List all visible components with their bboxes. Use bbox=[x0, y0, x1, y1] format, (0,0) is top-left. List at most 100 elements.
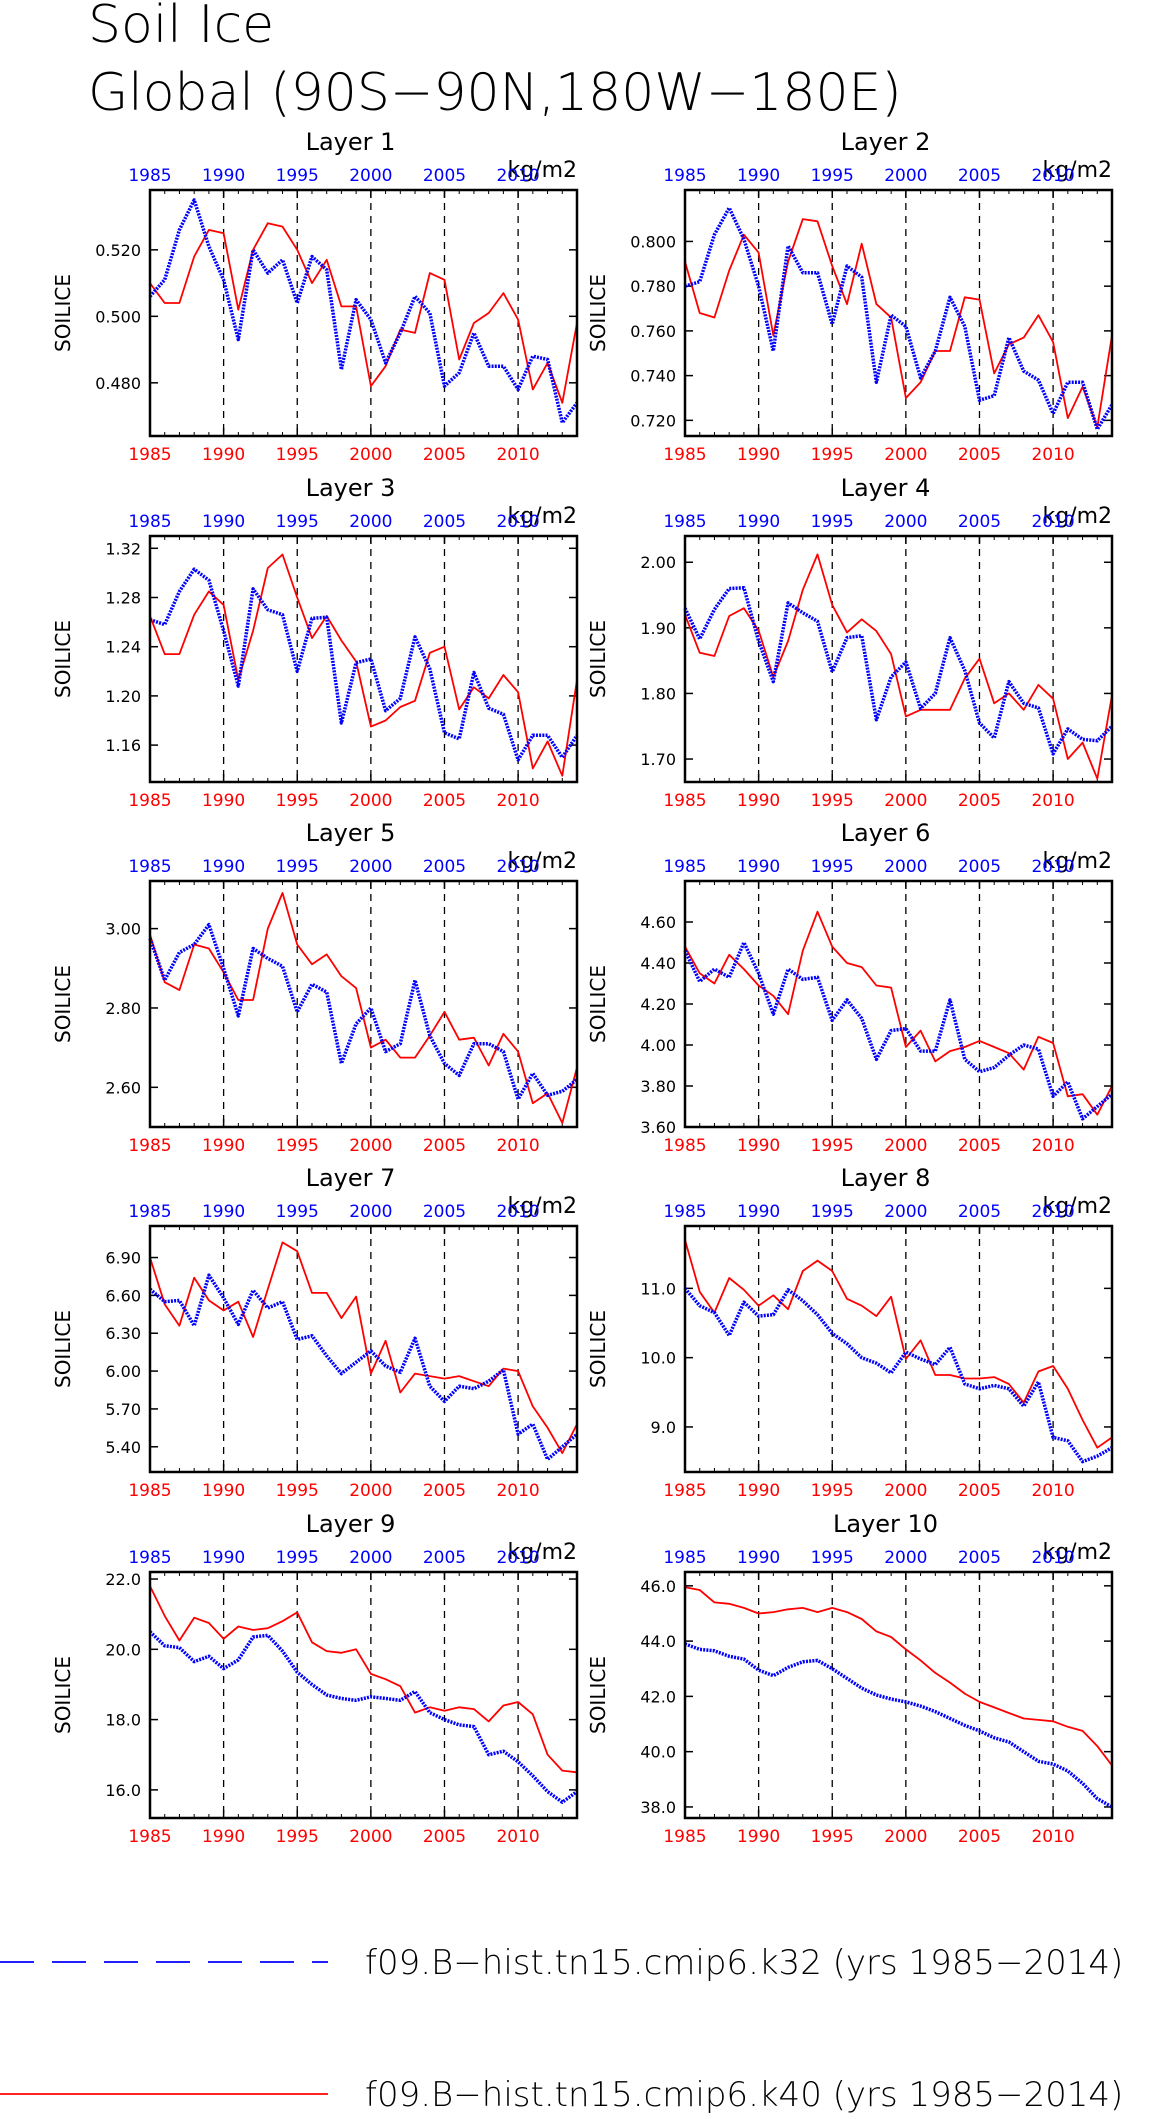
y-tick-label: 0.520 bbox=[95, 241, 141, 260]
figure-title-line2: Global (90S−90N,180W−180E) bbox=[88, 63, 902, 123]
series-line-k32 bbox=[684, 1642, 1113, 1809]
x-tick-label-top: 2005 bbox=[423, 512, 466, 532]
units-label: kg/m2 bbox=[1042, 1194, 1112, 1219]
panel-title: Layer 9 bbox=[306, 1510, 396, 1538]
x-tick-label-bottom: 2010 bbox=[496, 1136, 539, 1156]
series-line-k32 bbox=[148, 198, 579, 425]
x-tick-label-top: 1990 bbox=[202, 512, 245, 532]
x-tick-label-top: 2000 bbox=[349, 512, 392, 532]
plot-frame bbox=[683, 1570, 1114, 1820]
x-tick-label-bottom: 2005 bbox=[423, 1827, 466, 1847]
x-tick-label-top: 1990 bbox=[202, 1202, 245, 1222]
panel-title: Layer 6 bbox=[841, 819, 931, 847]
y-tick-label: 2.60 bbox=[105, 1078, 141, 1097]
x-tick-label-bottom: 1990 bbox=[737, 791, 780, 811]
x-tick-label-top: 1990 bbox=[737, 857, 780, 877]
plot-frame bbox=[683, 879, 1114, 1129]
y-tick-label: 11.0 bbox=[640, 1279, 676, 1298]
panel-layer-3: Layer 3 kg/m2 SOILICE 1985 1985 1990 1990 1995 1… bbox=[51, 474, 579, 811]
x-tick-label-top: 2010 bbox=[496, 857, 539, 877]
x-tick-label-bottom: 2010 bbox=[1031, 1136, 1074, 1156]
y-tick-label: 0.800 bbox=[630, 232, 676, 251]
x-tick-label-top: 1985 bbox=[128, 512, 171, 532]
x-tick-label-bottom: 2010 bbox=[496, 1481, 539, 1501]
figure-title-line1: Soil Ice bbox=[88, 0, 274, 55]
x-tick-label-bottom: 1995 bbox=[811, 1827, 854, 1847]
x-tick-label-top: 1995 bbox=[276, 1548, 319, 1568]
x-tick-label-bottom: 1995 bbox=[276, 1827, 319, 1847]
y-tick-label: 44.0 bbox=[640, 1632, 676, 1651]
legend-label-k32: f09.B−hist.tn15.cmip6.k32 (yrs 1985−2014… bbox=[365, 1943, 1123, 1983]
x-tick-label-top: 1990 bbox=[202, 166, 245, 186]
y-axis-label: SOILICE bbox=[586, 1310, 610, 1388]
x-tick-label-top: 1995 bbox=[276, 1202, 319, 1222]
x-tick-label-top: 1995 bbox=[811, 1202, 854, 1222]
x-tick-label-bottom: 2005 bbox=[958, 791, 1001, 811]
units-label: kg/m2 bbox=[1042, 849, 1112, 874]
x-tick-label-bottom: 1990 bbox=[737, 1827, 780, 1847]
x-tick-label-top: 1990 bbox=[202, 1548, 245, 1568]
y-tick-label: 0.760 bbox=[630, 322, 676, 341]
units-label: kg/m2 bbox=[507, 1540, 577, 1565]
units-label: kg/m2 bbox=[507, 1194, 577, 1219]
panel-title: Layer 10 bbox=[833, 1510, 938, 1538]
x-tick-label-bottom: 1995 bbox=[276, 1481, 319, 1501]
x-tick-label-top: 2010 bbox=[496, 166, 539, 186]
x-tick-label-top: 1985 bbox=[663, 512, 706, 532]
x-tick-label-top: 1995 bbox=[276, 512, 319, 532]
x-tick-label-bottom: 1985 bbox=[128, 1136, 171, 1156]
x-tick-label-top: 1990 bbox=[737, 1548, 780, 1568]
x-tick-label-top: 2010 bbox=[496, 512, 539, 532]
y-axis-label: SOILICE bbox=[586, 965, 610, 1043]
plot-frame bbox=[148, 879, 579, 1129]
x-tick-label-bottom: 1990 bbox=[737, 1481, 780, 1501]
panel-layer-2: Layer 2 kg/m2 SOILICE 1985 1985 1990 1990 1995 1… bbox=[586, 128, 1114, 465]
y-tick-label: 3.00 bbox=[105, 920, 141, 939]
x-tick-label-bottom: 2000 bbox=[884, 1136, 927, 1156]
panel-title: Layer 1 bbox=[306, 128, 396, 156]
series-line-k32 bbox=[684, 206, 1114, 432]
y-tick-label: 0.720 bbox=[630, 411, 676, 430]
y-tick-label: 1.16 bbox=[105, 736, 141, 755]
x-tick-label-bottom: 2000 bbox=[349, 445, 392, 465]
series-line-k32 bbox=[148, 1630, 579, 1804]
y-tick-label: 1.80 bbox=[640, 684, 676, 703]
x-tick-label-top: 1985 bbox=[128, 166, 171, 186]
x-tick-label-bottom: 1985 bbox=[663, 1481, 706, 1501]
x-tick-label-top: 1995 bbox=[276, 166, 319, 186]
x-tick-label-bottom: 2000 bbox=[349, 1481, 392, 1501]
x-tick-label-bottom: 2000 bbox=[349, 1136, 392, 1156]
y-tick-label: 40.0 bbox=[640, 1743, 676, 1762]
y-tick-label: 10.0 bbox=[640, 1349, 676, 1368]
y-tick-label: 6.00 bbox=[105, 1362, 141, 1381]
x-tick-label-bottom: 2005 bbox=[958, 445, 1001, 465]
x-tick-label-top: 2005 bbox=[958, 512, 1001, 532]
y-axis-label: SOILICE bbox=[51, 274, 75, 352]
plot-frame bbox=[683, 188, 1114, 438]
y-axis-label: SOILICE bbox=[586, 1656, 610, 1734]
x-tick-label-top: 2005 bbox=[958, 1202, 1001, 1222]
x-tick-label-top: 1995 bbox=[811, 512, 854, 532]
x-tick-label-top: 2005 bbox=[958, 166, 1001, 186]
y-axis-label: SOILICE bbox=[51, 1310, 75, 1388]
panel-title: Layer 7 bbox=[306, 1164, 396, 1192]
x-tick-label-top: 2000 bbox=[349, 166, 392, 186]
series-line-k40 bbox=[149, 892, 578, 1124]
series-line-k40 bbox=[684, 553, 1113, 780]
x-tick-label-top: 2000 bbox=[884, 512, 927, 532]
x-tick-label-top: 2010 bbox=[496, 1202, 539, 1222]
panel-title: Layer 8 bbox=[841, 1164, 931, 1192]
y-tick-label: 4.60 bbox=[640, 913, 676, 932]
x-tick-label-bottom: 1995 bbox=[811, 1136, 854, 1156]
x-tick-label-top: 2005 bbox=[423, 1548, 466, 1568]
panel-layer-4: Layer 4 kg/m2 SOILICE 1985 1985 1990 1990 1995 1… bbox=[586, 474, 1114, 811]
y-tick-label: 20.0 bbox=[105, 1640, 141, 1659]
y-tick-label: 1.32 bbox=[105, 539, 141, 558]
x-tick-label-bottom: 1990 bbox=[202, 1827, 245, 1847]
x-tick-label-bottom: 2000 bbox=[884, 1481, 927, 1501]
x-tick-label-top: 1985 bbox=[128, 1202, 171, 1222]
series-line-k40 bbox=[149, 222, 578, 404]
y-tick-label: 2.80 bbox=[105, 999, 141, 1018]
x-tick-label-top: 2010 bbox=[1031, 1202, 1074, 1222]
panel-title: Layer 5 bbox=[306, 819, 396, 847]
